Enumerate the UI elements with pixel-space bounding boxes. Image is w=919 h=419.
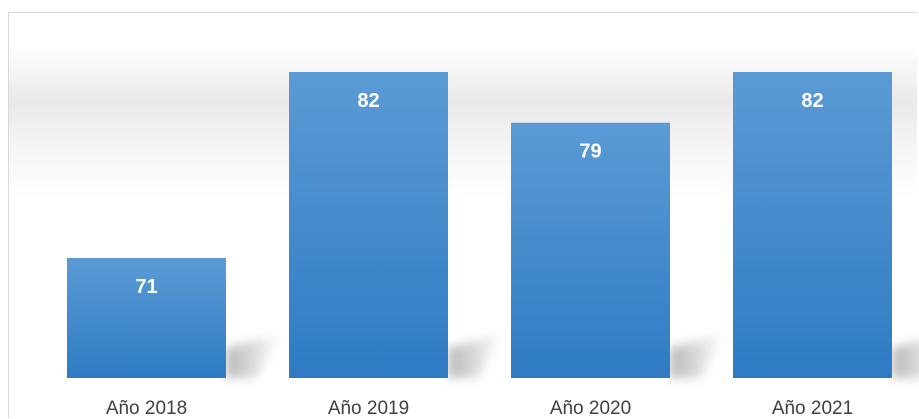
category-label-1: Año 2019 [328, 398, 409, 419]
bar-1 [289, 72, 448, 378]
bar-shadow [670, 333, 725, 378]
data-labels: 71 82 79 82 [135, 90, 823, 298]
bar-shadows [226, 333, 919, 378]
data-label-1: 82 [357, 90, 379, 112]
bar-shadow [448, 333, 503, 378]
bar-shadow [892, 340, 919, 378]
data-label-2: 79 [579, 141, 601, 163]
category-label-3: Año 2021 [772, 398, 853, 419]
data-label-0: 71 [135, 276, 157, 298]
bars [67, 72, 892, 379]
data-label-3: 82 [801, 90, 823, 112]
bar-shadow [226, 333, 281, 378]
category-label-2: Año 2020 [550, 398, 631, 419]
bar-0 [67, 258, 226, 378]
bar-3 [733, 72, 892, 378]
category-labels: Año 2018 Año 2019 Año 2020 Año 2021 [106, 398, 853, 419]
bar-2 [511, 122, 670, 379]
category-label-0: Año 2018 [106, 398, 187, 419]
corner-mark: ˇ [76, 0, 80, 8]
